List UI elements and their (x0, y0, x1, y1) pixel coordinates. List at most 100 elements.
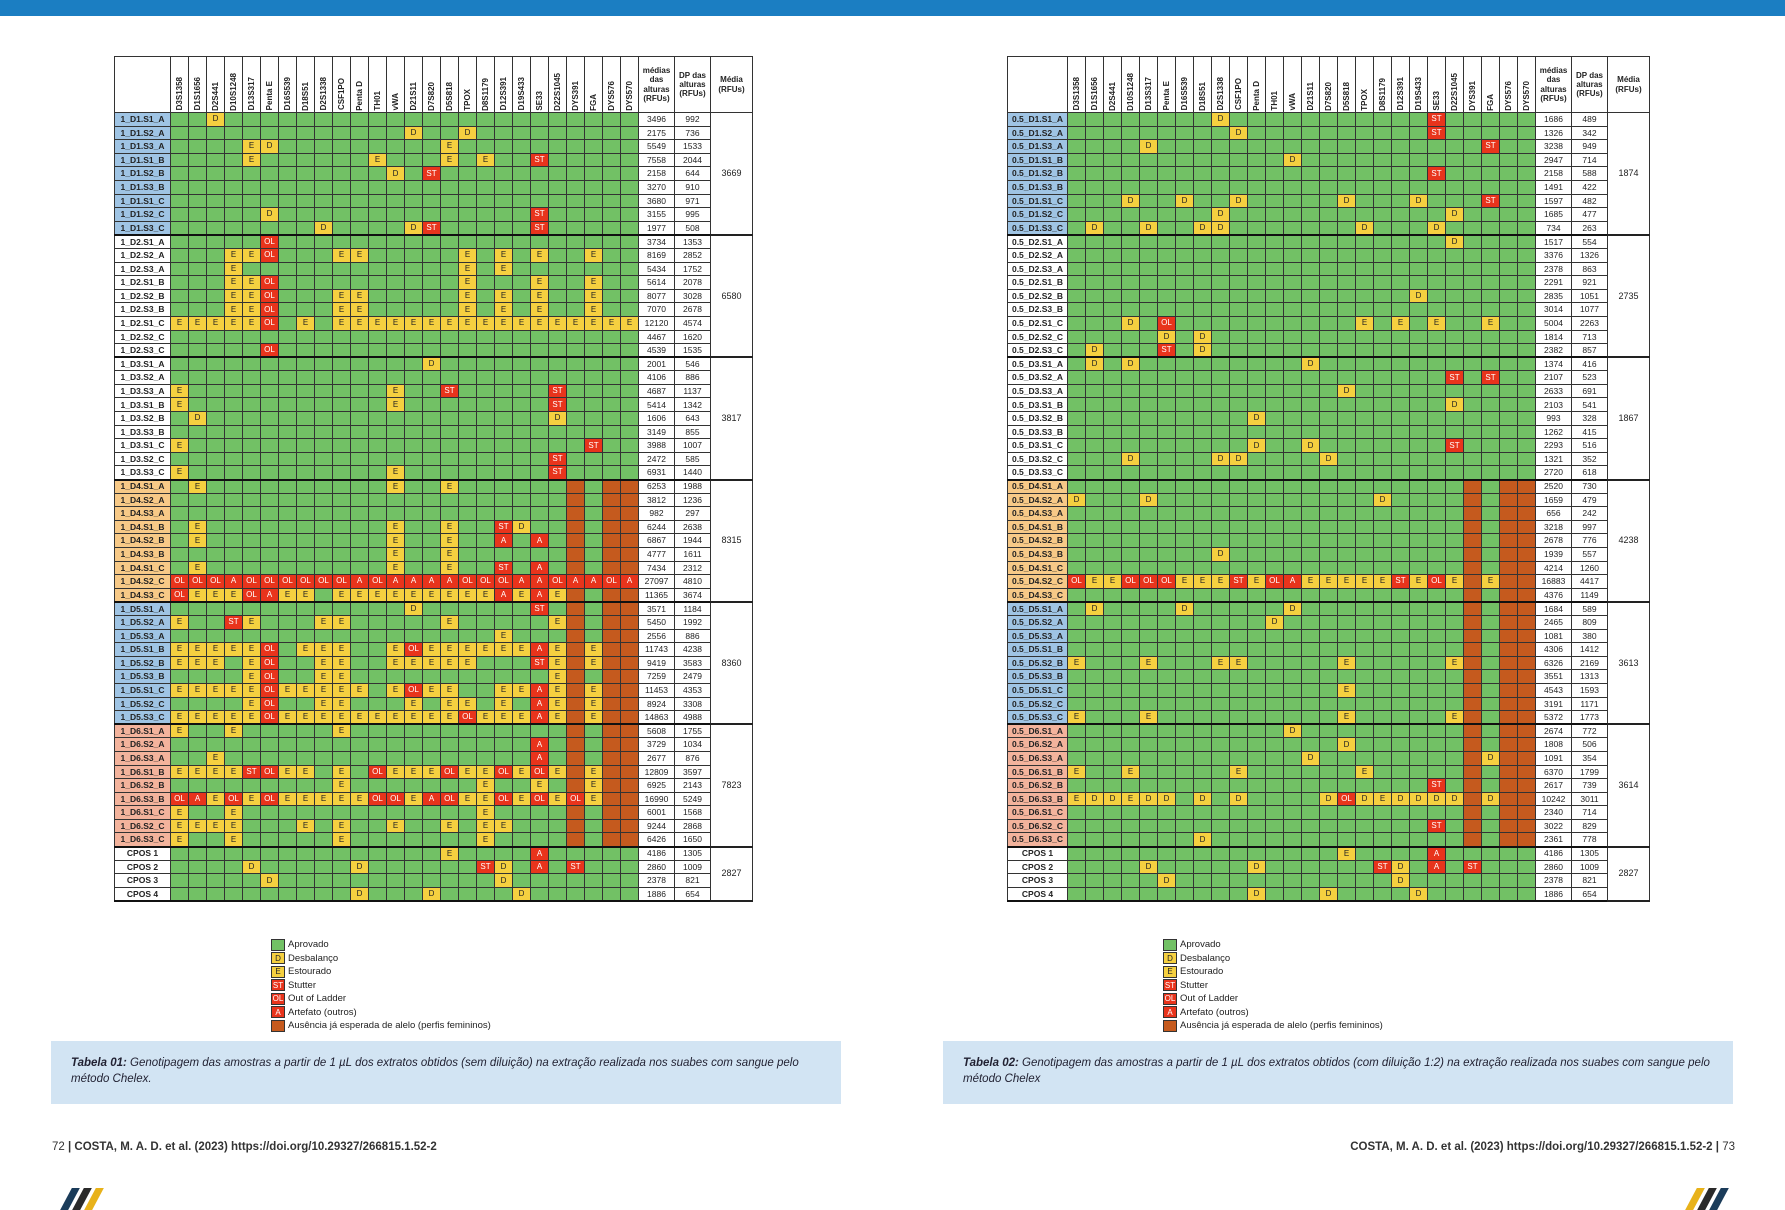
genotype-cell: E (386, 710, 405, 726)
sample-label: 1_D3.S1_B (114, 397, 171, 413)
table-row: 1_D5.S2_A E ST E E E E E 5450 1992 (114, 614, 753, 630)
genotype-cell (242, 343, 261, 359)
sample-label: 0.5_D3.S2_A (1007, 370, 1068, 385)
sd-value: 995 (674, 207, 711, 222)
genotype-cell (314, 547, 333, 562)
sample-label: 1_D1.S2_B (114, 166, 171, 181)
genotype-cell (1445, 125, 1464, 141)
genotype-cell: E (440, 642, 459, 657)
genotype-cell: E (170, 818, 189, 834)
genotype-cell (1157, 614, 1176, 630)
genotype-cell (512, 275, 531, 290)
genotype-cell (350, 547, 369, 562)
genotype-cell (1337, 424, 1356, 440)
legend-swatch (271, 938, 285, 951)
genotype-cell (1211, 778, 1230, 793)
genotype-cell (1067, 356, 1086, 372)
sample-label: 0.5_D5.S1_A (1007, 601, 1068, 616)
genotype-cell (1463, 207, 1482, 222)
sample-label: 0.5_D1.S2_A (1007, 125, 1068, 141)
genotype-cell (512, 547, 531, 562)
genotype-cell (620, 479, 639, 494)
genotype-cell (1157, 737, 1176, 752)
genotype-cell (1265, 370, 1284, 385)
genotype-cell: D (1283, 601, 1302, 616)
genotype-cell: E (1085, 574, 1104, 589)
sample-label: 0.5_D1.S2_B (1007, 166, 1068, 181)
genotype-cell (314, 778, 333, 793)
genotype-cell (350, 519, 369, 535)
genotype-cell (1139, 193, 1158, 209)
genotype-cell: A (530, 750, 549, 766)
genotype-cell (188, 207, 207, 222)
genotype-cell (1139, 465, 1158, 481)
genotype-cell: OL (188, 574, 207, 589)
genotype-cell (566, 234, 585, 249)
genotype-cell (476, 220, 495, 236)
group-mean-value: 3613 (1607, 601, 1650, 726)
genotype-cell: D (1301, 438, 1320, 453)
genotype-cell (1283, 275, 1302, 290)
genotype-cell (260, 383, 279, 399)
genotype-cell (368, 547, 387, 562)
genotype-cell: E (530, 275, 549, 290)
genotype-cell (584, 411, 603, 426)
genotype-cell (1373, 737, 1392, 752)
genotype-cell (458, 846, 477, 861)
genotype-cell (386, 139, 405, 154)
genotype-cell (1067, 642, 1086, 657)
table-row: 0.5_D6.S1_B E E E E 6370 1799 (1007, 764, 1650, 780)
genotype-cell (1445, 152, 1464, 168)
sample-label: 0.5_D1.S1_C (1007, 193, 1068, 209)
genotype-cell (1085, 193, 1104, 209)
mean-height-value: 2293 (1535, 438, 1572, 453)
genotype-cell (476, 628, 495, 644)
genotype-cell: E (188, 710, 207, 726)
genotype-cell (512, 737, 531, 752)
genotype-cell: D (1427, 791, 1446, 807)
genotype-cell (1067, 832, 1086, 848)
genotype-cell (422, 438, 441, 453)
genotype-cell (548, 479, 567, 494)
genotype-cell (1319, 356, 1338, 372)
genotype-cell (260, 356, 279, 372)
genotype-cell (1157, 220, 1176, 236)
genotype-cell (350, 438, 369, 453)
genotype-cell (548, 886, 567, 902)
table-row: 0.5_D6.S3_B E D D E D D D D D OL D E D D D D D 10242 3011 (1007, 791, 1650, 807)
genotype-cell (422, 234, 441, 249)
genotype-cell (188, 859, 207, 875)
genotype-cell: E (422, 682, 441, 698)
mean-height-value: 5434 (638, 261, 675, 277)
genotype-cell (332, 397, 351, 413)
genotype-cell (278, 519, 297, 535)
genotype-cell (1067, 247, 1086, 263)
genotype-cell: ST (1427, 125, 1446, 141)
mean-height-value: 1081 (1535, 628, 1572, 644)
genotype-cell (494, 234, 513, 249)
genotype-cell (494, 438, 513, 453)
mean-height-value: 3270 (638, 179, 675, 195)
genotype-cell (1265, 723, 1284, 739)
genotype-cell (368, 302, 387, 317)
genotype-cell (1175, 329, 1194, 345)
genotype-cell (260, 424, 279, 440)
genotype-cell (1229, 275, 1248, 290)
genotype-cell (440, 886, 459, 902)
genotype-cell (206, 519, 225, 535)
sd-value: 479 (1571, 492, 1608, 508)
genotype-cell (278, 234, 297, 249)
genotype-cell (260, 451, 279, 467)
genotype-cell (350, 642, 369, 657)
genotype-cell (1355, 166, 1374, 181)
genotype-cell: E (1427, 315, 1446, 331)
locus-header: D19S433 (1409, 56, 1428, 113)
genotype-cell (1499, 723, 1518, 739)
genotype-cell: E (386, 315, 405, 331)
genotype-cell (422, 247, 441, 263)
genotype-cell (1265, 519, 1284, 535)
genotype-cell (512, 506, 531, 521)
genotype-cell: D (1319, 886, 1338, 902)
genotype-cell (1499, 533, 1518, 548)
genotype-cell (1193, 750, 1212, 766)
